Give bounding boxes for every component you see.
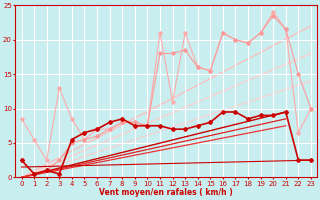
X-axis label: Vent moyen/en rafales ( km/h ): Vent moyen/en rafales ( km/h ) <box>100 188 233 197</box>
